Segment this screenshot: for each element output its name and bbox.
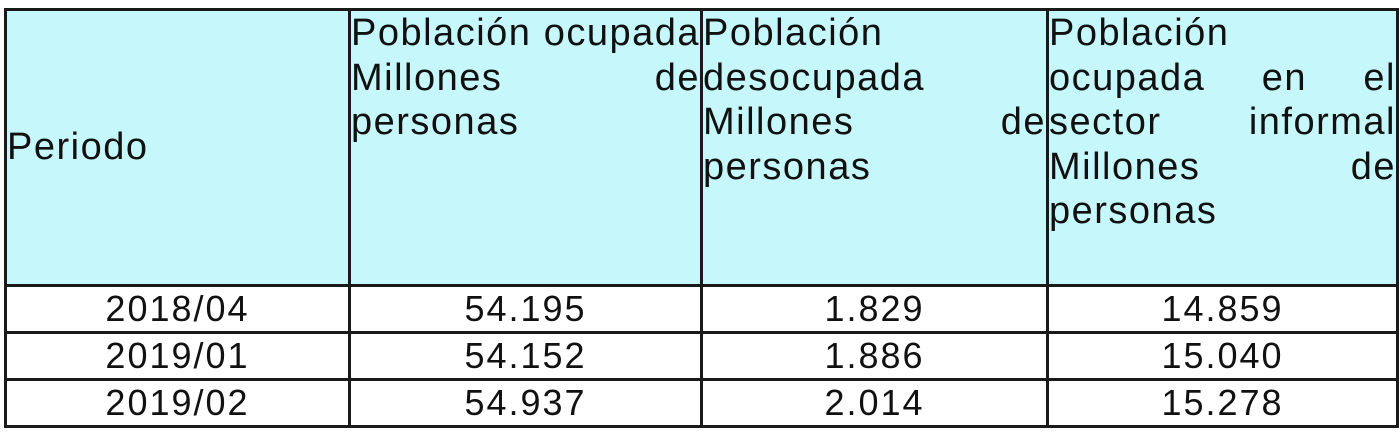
table-header: Periodo Población ocupada Millones de pe… (4, 8, 1399, 287)
employment-table: Periodo Población ocupada Millones de pe… (4, 8, 1399, 428)
cell-periodo: 2018/04 (4, 284, 351, 334)
cell-ocupada: 54.937 (348, 378, 703, 428)
table-body: 2018/04 54.195 1.829 14.859 2019/01 54.1… (4, 284, 1399, 428)
header-periodo: Periodo (4, 8, 351, 287)
cell-informal: 14.859 (1046, 284, 1399, 334)
cell-periodo: 2019/01 (4, 331, 351, 381)
header-poblacion-ocupada: Población ocupada Millones de personas (348, 8, 703, 287)
cell-informal: 15.040 (1046, 331, 1399, 381)
table-row: 2019/01 54.152 1.886 15.040 (4, 331, 1399, 381)
header-row: Periodo Población ocupada Millones de pe… (4, 8, 1399, 287)
table-row: 2018/04 54.195 1.829 14.859 (4, 284, 1399, 334)
header-poblacion-sector-informal: Población ocupada en el sector informal … (1046, 8, 1399, 287)
cell-desocupada: 1.886 (700, 331, 1049, 381)
table-row: 2019/02 54.937 2.014 15.278 (4, 378, 1399, 428)
cell-desocupada: 2.014 (700, 378, 1049, 428)
cell-informal: 15.278 (1046, 378, 1399, 428)
cell-desocupada: 1.829 (700, 284, 1049, 334)
cell-ocupada: 54.195 (348, 284, 703, 334)
cell-periodo: 2019/02 (4, 378, 351, 428)
header-poblacion-desocupada: Población desocupada Millones de persona… (700, 8, 1049, 287)
cell-ocupada: 54.152 (348, 331, 703, 381)
